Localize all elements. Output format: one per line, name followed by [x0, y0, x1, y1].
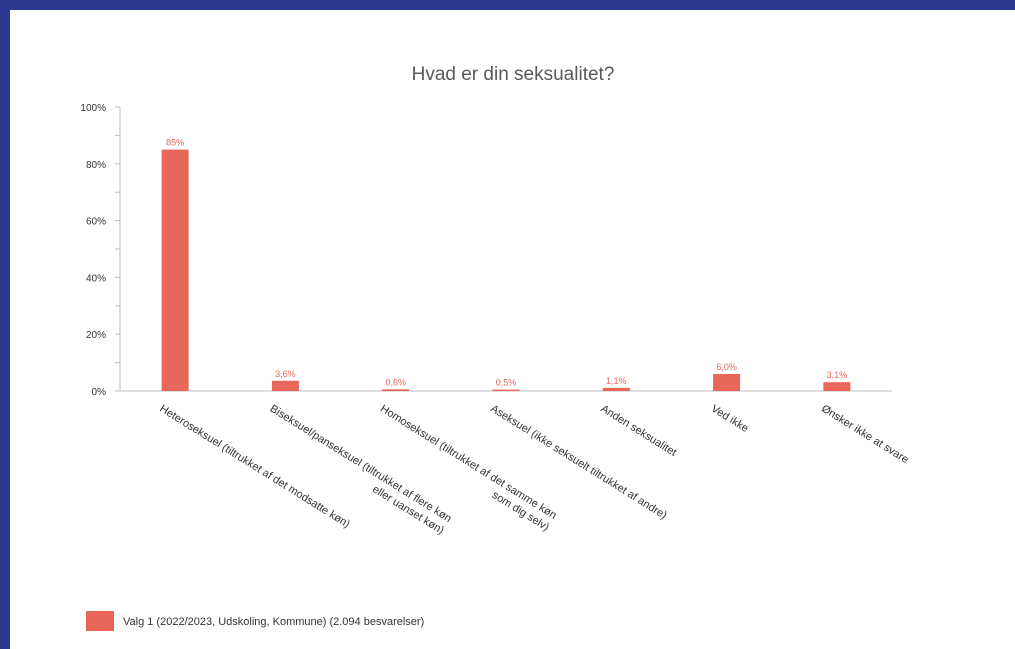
- category-label: Biseksuel/panseksuel (tiltrukket af fler…: [268, 403, 454, 537]
- category-label-line: Biseksuel/panseksuel (tiltrukket af fler…: [268, 403, 454, 525]
- bar: [492, 389, 520, 391]
- category-label-line: Ønsker ikke at svare: [819, 403, 910, 466]
- chart: Hvad er din seksualitet? 0% 20% 40% 60% 80% 1…: [80, 64, 911, 631]
- bar: [823, 382, 851, 391]
- bar: [382, 389, 410, 391]
- category-label: Heteroseksuel (tiltrukket af det modsatt…: [157, 403, 352, 531]
- data-label: 3,6%: [275, 369, 296, 379]
- bars: [161, 149, 851, 391]
- data-label: 6,0%: [716, 362, 737, 372]
- category-label: Homoseksuel (tiltrukket af det samme køn…: [378, 403, 559, 534]
- category-label: Anden seksualitet: [599, 403, 679, 459]
- y-axis: 0% 20% 40% 60% 80% 100%: [80, 103, 121, 398]
- y-tick-label: 20%: [86, 330, 106, 341]
- data-label: 3,1%: [827, 370, 848, 380]
- data-label: 0,5%: [496, 378, 517, 388]
- y-tick-label: 40%: [86, 273, 106, 284]
- legend: Valg 1 (2022/2023, Udskoling, Kommune) (…: [86, 611, 424, 631]
- y-tick-label: 0%: [92, 387, 107, 398]
- bar: [713, 373, 741, 391]
- category-labels: Heteroseksuel (tiltrukket af det modsatt…: [157, 403, 910, 537]
- bar: [602, 387, 630, 391]
- y-tick-label: 60%: [86, 217, 106, 228]
- data-label: 0,6%: [385, 377, 406, 387]
- category-label-line: Heteroseksuel (tiltrukket af det modsatt…: [157, 403, 352, 531]
- category-label: Ved ikke: [709, 403, 751, 435]
- data-label: 85%: [166, 138, 184, 148]
- category-label-line: Anden seksualitet: [599, 403, 679, 459]
- legend-label: Valg 1 (2022/2023, Udskoling, Kommune) (…: [123, 616, 424, 628]
- bar: [161, 149, 189, 391]
- legend-swatch: [86, 611, 114, 631]
- category-label: Ønsker ikke at svare: [819, 403, 910, 466]
- y-tick-label: 80%: [86, 160, 106, 171]
- chart-panel: Hvad er din seksualitet? 0% 20% 40% 60% 80% 1…: [10, 10, 1015, 649]
- data-label: 1,1%: [606, 376, 627, 386]
- chart-title: Hvad er din seksualitet?: [412, 64, 615, 85]
- y-tick-label: 100%: [80, 103, 106, 114]
- bar: [271, 380, 299, 391]
- data-labels: 85% 3,6% 0,6% 0,5% 1,1% 6,0% 3,1%: [166, 138, 847, 388]
- category-label-line: Ved ikke: [709, 403, 751, 435]
